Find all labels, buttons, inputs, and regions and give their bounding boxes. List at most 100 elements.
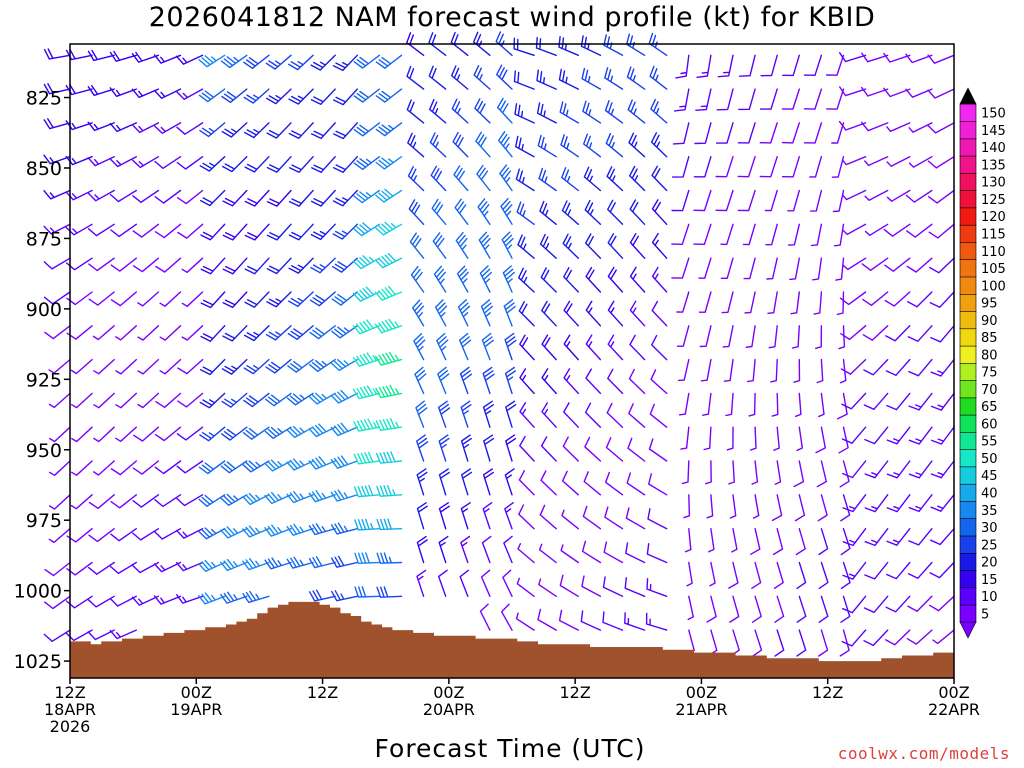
colorbar-label: 70 bbox=[981, 383, 998, 398]
colorbar-segment bbox=[959, 552, 977, 571]
wind-barb bbox=[840, 561, 851, 590]
wind-barb bbox=[559, 101, 579, 124]
wind-barb bbox=[200, 358, 226, 376]
wind-barb bbox=[332, 189, 358, 207]
wind-barb bbox=[220, 460, 248, 474]
wind-barb bbox=[496, 64, 513, 90]
wind-barb bbox=[266, 122, 292, 139]
wind-barb bbox=[43, 257, 71, 270]
wind-barb bbox=[742, 223, 756, 246]
wind-barb bbox=[66, 325, 93, 340]
wind-barb bbox=[44, 561, 71, 577]
wind-barb bbox=[115, 358, 137, 375]
wind-barb bbox=[200, 291, 226, 309]
wind-barb bbox=[715, 122, 734, 144]
wind-barb bbox=[451, 98, 469, 124]
wind-barb bbox=[885, 325, 911, 342]
wind-barb bbox=[905, 189, 933, 203]
wind-barb bbox=[286, 556, 314, 569]
colorbar-segment bbox=[959, 431, 977, 451]
wind-barb bbox=[907, 325, 933, 342]
wind-barb bbox=[71, 426, 93, 443]
wind-barb bbox=[416, 502, 428, 530]
wind-barb bbox=[810, 223, 823, 247]
wind-barb bbox=[539, 504, 557, 530]
x-tick-label: 00Z bbox=[433, 683, 464, 702]
wind-barb bbox=[693, 223, 712, 245]
wind-barb bbox=[176, 528, 204, 539]
colorbar-label: 65 bbox=[981, 400, 998, 415]
wind-barb bbox=[717, 54, 734, 78]
wind-barb bbox=[538, 578, 557, 597]
wind-barb bbox=[243, 392, 270, 408]
wind-barb bbox=[930, 460, 955, 479]
wind-barb bbox=[680, 426, 690, 450]
wind-barb bbox=[459, 569, 470, 597]
wind-barb bbox=[585, 368, 602, 395]
colorbar-segment bbox=[959, 379, 977, 399]
wind-barb bbox=[264, 491, 292, 505]
wind-barb bbox=[308, 423, 336, 438]
wind-barb bbox=[375, 351, 403, 366]
wind-barb bbox=[115, 426, 137, 442]
wind-barb bbox=[715, 189, 734, 212]
wind-barb bbox=[749, 426, 757, 451]
wind-barb bbox=[331, 555, 358, 568]
wind-barb bbox=[353, 122, 381, 137]
wind-barb bbox=[794, 494, 806, 522]
wind-barb bbox=[626, 66, 646, 90]
credit-text: coolwx.com/models bbox=[837, 744, 1010, 763]
wind-barb bbox=[803, 122, 823, 144]
wind-barb bbox=[354, 518, 381, 531]
wind-barb bbox=[456, 265, 469, 293]
wind-barb bbox=[536, 102, 557, 124]
wind-barb bbox=[766, 257, 778, 280]
wind-barb bbox=[375, 88, 403, 103]
wind-barb bbox=[519, 402, 535, 428]
wind-barb bbox=[242, 590, 270, 604]
wind-barb bbox=[818, 392, 825, 418]
wind-barb bbox=[155, 257, 182, 273]
wind-barb bbox=[725, 392, 734, 417]
wind-barb bbox=[331, 325, 358, 339]
colorbar-segment bbox=[959, 362, 977, 381]
wind-barb bbox=[353, 485, 381, 498]
wind-barb bbox=[748, 392, 756, 417]
wind-barb bbox=[310, 223, 336, 241]
wind-barb bbox=[460, 535, 471, 564]
wind-barb bbox=[416, 468, 428, 496]
colorbar: 5 10 15 20 25 30 35 40 45 50 55 60 65 70 75 80 85 90 95 100… bbox=[959, 87, 1006, 639]
wind-barb bbox=[841, 156, 867, 166]
colorbar-label: 10 bbox=[981, 590, 998, 605]
wind-barb bbox=[607, 266, 624, 293]
wind-barb bbox=[773, 561, 784, 589]
wind-barb bbox=[677, 358, 690, 382]
wind-barb bbox=[200, 223, 226, 241]
wind-barb bbox=[515, 612, 535, 631]
wind-barb bbox=[884, 257, 911, 272]
wind-barb bbox=[110, 291, 137, 307]
wind-barb bbox=[731, 528, 738, 553]
wind-barb bbox=[842, 189, 867, 201]
wind-barb bbox=[584, 199, 602, 225]
wind-barb bbox=[177, 392, 204, 408]
colorbar-label: 35 bbox=[981, 504, 998, 519]
wind-barb bbox=[930, 426, 955, 445]
wind-barb bbox=[648, 438, 668, 462]
wind-barb bbox=[243, 358, 270, 375]
wind-barb bbox=[908, 122, 933, 133]
colorbar-segment bbox=[959, 103, 977, 122]
wind-barb bbox=[782, 54, 800, 77]
wind-barb bbox=[199, 426, 226, 442]
wind-barbs-layer bbox=[43, 31, 955, 657]
wind-barb bbox=[927, 156, 955, 169]
wind-barb bbox=[812, 257, 823, 281]
wind-barb bbox=[842, 257, 867, 271]
wind-barb bbox=[354, 552, 381, 564]
wind-barb bbox=[198, 88, 226, 103]
wind-barb bbox=[154, 426, 182, 442]
wind-barb bbox=[515, 135, 535, 158]
wind-barb bbox=[244, 257, 270, 275]
wind-barb bbox=[629, 165, 646, 192]
